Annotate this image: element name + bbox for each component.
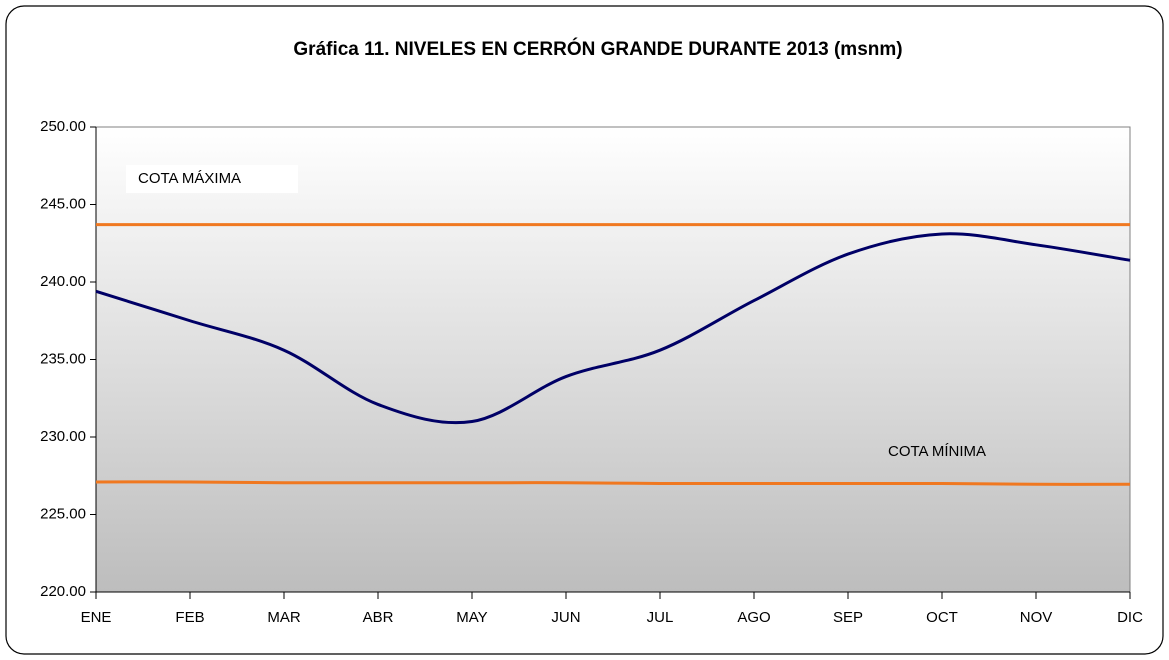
x-tick-label: MAR bbox=[267, 609, 301, 626]
x-tick-label: JUL bbox=[647, 609, 674, 626]
x-tick-label: SEP bbox=[833, 609, 863, 626]
x-tick-label: OCT bbox=[926, 609, 958, 626]
plot-area bbox=[95, 126, 1131, 593]
y-tick-label: 225.00 bbox=[40, 505, 86, 522]
annotation: COTA MÁXIMA bbox=[138, 170, 241, 187]
x-tick-label: NOV bbox=[1020, 609, 1053, 626]
x-tick-label: AGO bbox=[737, 609, 770, 626]
y-tick-label: 230.00 bbox=[40, 428, 86, 445]
chart-title: Gráfica 11. NIVELES EN CERRÓN GRANDE DUR… bbox=[293, 38, 902, 60]
annotation: COTA MÍNIMA bbox=[888, 443, 986, 460]
x-tick-label: ABR bbox=[363, 609, 394, 626]
y-tick-label: 245.00 bbox=[40, 195, 86, 212]
x-tick-label: JUN bbox=[551, 609, 580, 626]
series-line bbox=[95, 232, 1131, 425]
x-tick-label: ENE bbox=[81, 609, 112, 626]
x-tick-label: MAY bbox=[456, 609, 487, 626]
y-tick-label: 220.00 bbox=[40, 583, 86, 600]
y-tick-label: 235.00 bbox=[40, 350, 86, 367]
x-tick-label: FEB bbox=[175, 609, 204, 626]
y-tick-label: 240.00 bbox=[40, 273, 86, 290]
x-tick-label: DIC bbox=[1117, 609, 1143, 626]
series-line bbox=[95, 480, 1131, 486]
label-bg bbox=[126, 165, 298, 193]
y-tick-label: 250.00 bbox=[40, 118, 86, 135]
